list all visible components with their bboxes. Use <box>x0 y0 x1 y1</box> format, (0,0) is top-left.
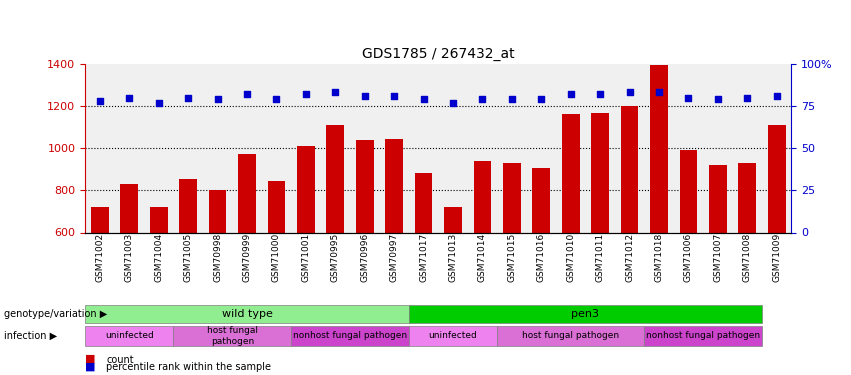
Text: GSM71009: GSM71009 <box>772 232 781 282</box>
Bar <box>503 163 521 232</box>
Point <box>181 94 195 100</box>
Point <box>740 94 754 100</box>
Point <box>682 94 695 100</box>
Point <box>476 96 489 102</box>
Point <box>711 96 725 102</box>
Point <box>417 96 431 102</box>
Text: nonhost fungal pathogen: nonhost fungal pathogen <box>293 332 407 340</box>
FancyBboxPatch shape <box>408 305 762 323</box>
Point <box>593 91 607 97</box>
Text: ■: ■ <box>85 354 95 364</box>
Text: uninfected: uninfected <box>105 332 154 340</box>
Text: GSM70998: GSM70998 <box>213 232 222 282</box>
Bar <box>680 150 697 232</box>
Text: infection ▶: infection ▶ <box>4 331 57 341</box>
Text: GSM71015: GSM71015 <box>507 232 517 282</box>
FancyBboxPatch shape <box>85 326 174 346</box>
Point <box>328 90 342 96</box>
Text: GSM71002: GSM71002 <box>95 232 105 282</box>
Bar <box>150 207 168 232</box>
Point <box>623 90 637 96</box>
Text: GSM70996: GSM70996 <box>360 232 369 282</box>
Text: GSM71004: GSM71004 <box>154 232 163 282</box>
Bar <box>533 168 550 232</box>
Point <box>299 91 312 97</box>
Text: GSM71016: GSM71016 <box>537 232 545 282</box>
Text: percentile rank within the sample: percentile rank within the sample <box>106 362 271 372</box>
Bar <box>327 125 344 232</box>
Text: uninfected: uninfected <box>429 332 477 340</box>
Text: nonhost fungal pathogen: nonhost fungal pathogen <box>646 332 760 340</box>
Point <box>446 100 460 106</box>
Bar <box>267 181 285 232</box>
Point <box>652 90 665 96</box>
FancyBboxPatch shape <box>497 326 644 346</box>
Text: GSM70995: GSM70995 <box>331 232 340 282</box>
Bar <box>591 113 609 232</box>
Text: host fungal pathogen: host fungal pathogen <box>523 332 620 340</box>
Point <box>93 98 106 104</box>
Text: GSM71010: GSM71010 <box>566 232 575 282</box>
Bar <box>473 161 491 232</box>
FancyBboxPatch shape <box>644 326 762 346</box>
FancyBboxPatch shape <box>408 326 497 346</box>
Point <box>534 96 548 102</box>
Bar <box>356 140 374 232</box>
FancyBboxPatch shape <box>85 305 408 323</box>
Text: GSM70999: GSM70999 <box>243 232 251 282</box>
Text: GSM71013: GSM71013 <box>448 232 458 282</box>
Bar <box>180 179 197 232</box>
Text: genotype/variation ▶: genotype/variation ▶ <box>4 309 107 319</box>
Text: wild type: wild type <box>221 309 272 319</box>
Point <box>505 96 518 102</box>
Text: GSM71003: GSM71003 <box>125 232 134 282</box>
Text: count: count <box>106 355 134 365</box>
Point <box>770 93 784 99</box>
FancyBboxPatch shape <box>174 326 291 346</box>
Bar <box>386 139 403 232</box>
Bar <box>768 125 785 232</box>
Point <box>387 93 401 99</box>
Bar <box>709 165 727 232</box>
Bar <box>297 146 315 232</box>
Point <box>123 94 136 100</box>
Bar <box>414 173 432 232</box>
Text: GSM71007: GSM71007 <box>713 232 722 282</box>
Text: GSM71006: GSM71006 <box>684 232 693 282</box>
Text: ■: ■ <box>85 362 95 371</box>
Point <box>151 100 165 106</box>
Bar <box>444 207 462 232</box>
Text: GSM71017: GSM71017 <box>419 232 428 282</box>
Text: GSM71011: GSM71011 <box>596 232 604 282</box>
Point <box>564 91 578 97</box>
Text: GSM70997: GSM70997 <box>390 232 398 282</box>
Point <box>211 96 225 102</box>
Text: GSM71008: GSM71008 <box>743 232 751 282</box>
Text: GSM71012: GSM71012 <box>625 232 634 282</box>
Text: GSM71000: GSM71000 <box>272 232 281 282</box>
Title: GDS1785 / 267432_at: GDS1785 / 267432_at <box>362 47 515 62</box>
Text: GSM71014: GSM71014 <box>478 232 487 282</box>
Text: GSM71001: GSM71001 <box>301 232 311 282</box>
Text: GSM71018: GSM71018 <box>654 232 664 282</box>
Bar <box>650 65 668 232</box>
Point <box>240 91 254 97</box>
Point <box>358 93 372 99</box>
Bar <box>121 184 138 232</box>
Bar <box>91 207 109 232</box>
Bar <box>238 154 256 232</box>
Text: GSM71005: GSM71005 <box>184 232 192 282</box>
FancyBboxPatch shape <box>291 326 408 346</box>
Bar <box>562 114 580 232</box>
Point <box>270 96 283 102</box>
Text: pen3: pen3 <box>571 309 599 319</box>
Bar <box>620 106 638 232</box>
Bar <box>739 163 757 232</box>
Text: host fungal
pathogen: host fungal pathogen <box>207 326 258 346</box>
Bar <box>208 190 226 232</box>
